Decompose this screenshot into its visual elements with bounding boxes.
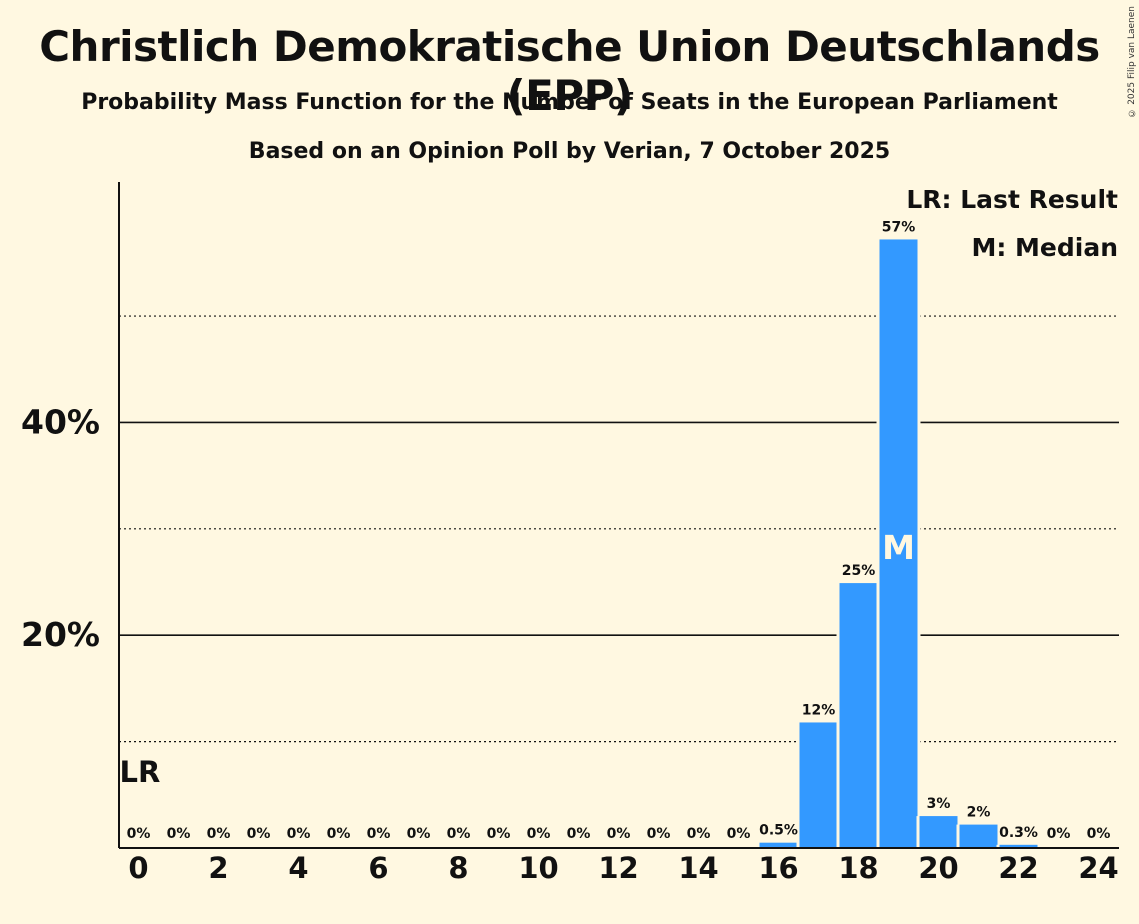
gridlines xyxy=(119,315,1119,743)
bar-label: 0% xyxy=(327,826,351,842)
chart-source: Based on an Opinion Poll by Verian, 7 Oc… xyxy=(248,139,891,164)
y-tick-labels: 20% 40% xyxy=(21,402,100,654)
bar-label: 0% xyxy=(207,826,231,842)
bar-label: 0% xyxy=(607,826,631,842)
bar-label: 0% xyxy=(287,826,311,842)
bar-label: 0% xyxy=(687,826,711,842)
bar-label: 0% xyxy=(727,826,751,842)
bar-label: 0% xyxy=(647,826,671,842)
last-result-marker: LR xyxy=(120,755,161,789)
bar-label: 12% xyxy=(802,702,836,718)
bar-seat-17 xyxy=(799,722,838,848)
bar-seat-22 xyxy=(999,844,1038,848)
bar-label: 0% xyxy=(567,826,591,842)
x-tick-label: 20 xyxy=(918,851,958,885)
x-tick-label: 12 xyxy=(598,851,638,885)
x-tick-label: 4 xyxy=(288,851,308,885)
bar-seat-16 xyxy=(759,842,798,848)
bar-label: 0% xyxy=(127,826,151,842)
bar-label: 0% xyxy=(367,826,391,842)
x-tick-label: 22 xyxy=(998,851,1038,885)
bar-label: 0% xyxy=(1047,826,1071,842)
x-tick-labels: 0 2 4 6 8 10 12 14 16 18 20 22 24 xyxy=(128,851,1118,885)
x-tick-label: 6 xyxy=(368,851,388,885)
bar-label: 0% xyxy=(407,826,431,842)
y-tick-label: 40% xyxy=(21,402,100,441)
x-tick-label: 8 xyxy=(448,851,468,885)
bar-label: 2% xyxy=(967,805,991,821)
x-tick-label: 24 xyxy=(1078,851,1118,885)
legend-median: M: Median xyxy=(971,233,1118,262)
median-marker: M xyxy=(882,528,915,567)
bar-label: 0% xyxy=(167,826,191,842)
x-tick-label: 14 xyxy=(678,851,718,885)
axes xyxy=(118,182,1119,849)
x-tick-label: 16 xyxy=(758,851,798,885)
bar-label: 25% xyxy=(842,563,876,579)
bar-label: 0% xyxy=(247,826,271,842)
bar-label: 0% xyxy=(1087,826,1111,842)
bar-seat-21 xyxy=(959,824,998,848)
bar-label: 0.3% xyxy=(999,825,1038,841)
bar-label: 0.5% xyxy=(759,823,798,839)
bar-seat-20 xyxy=(919,816,958,848)
chart-title: Christlich Demokratische Union Deutschla… xyxy=(39,22,1100,120)
x-tick-label: 10 xyxy=(518,851,558,885)
bar-seat-19 xyxy=(879,239,918,848)
legend-last-result: LR: Last Result xyxy=(906,185,1118,214)
x-tick-label: 0 xyxy=(128,851,148,885)
x-tick-label: 2 xyxy=(208,851,228,885)
bar-label: 3% xyxy=(927,796,951,812)
x-tick-label: 18 xyxy=(838,851,878,885)
chart-subtitle: Probability Mass Function for the Number… xyxy=(81,90,1058,115)
y-tick-label: 20% xyxy=(21,615,100,654)
bar-label: 57% xyxy=(882,219,916,235)
markers: LR M xyxy=(120,528,915,789)
bar-value-labels: 0% 0% 0% 0% 0% 0% 0% 0% 0% 0% 0% 0% 0% 0% 0% 0% 0.5% 12% 2… xyxy=(127,219,1111,842)
bar-label: 0% xyxy=(447,826,471,842)
bar-seat-18 xyxy=(839,583,878,848)
bars xyxy=(756,239,1041,848)
bar-label: 0% xyxy=(487,826,511,842)
bar-label: 0% xyxy=(527,826,551,842)
